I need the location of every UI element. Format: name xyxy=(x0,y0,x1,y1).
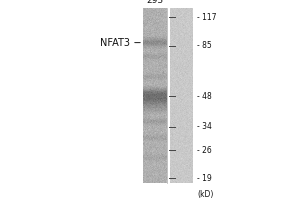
Text: - 26: - 26 xyxy=(197,146,212,155)
Text: (kD): (kD) xyxy=(197,190,213,200)
Text: - 117: - 117 xyxy=(197,13,217,22)
Bar xyxy=(167,8,170,183)
Text: NFAT3: NFAT3 xyxy=(100,38,130,48)
Text: - 85: - 85 xyxy=(197,41,212,50)
Text: - 48: - 48 xyxy=(197,92,212,101)
Text: - 34: - 34 xyxy=(197,122,212,131)
Text: 293: 293 xyxy=(146,0,164,5)
Text: - 19: - 19 xyxy=(197,174,212,183)
